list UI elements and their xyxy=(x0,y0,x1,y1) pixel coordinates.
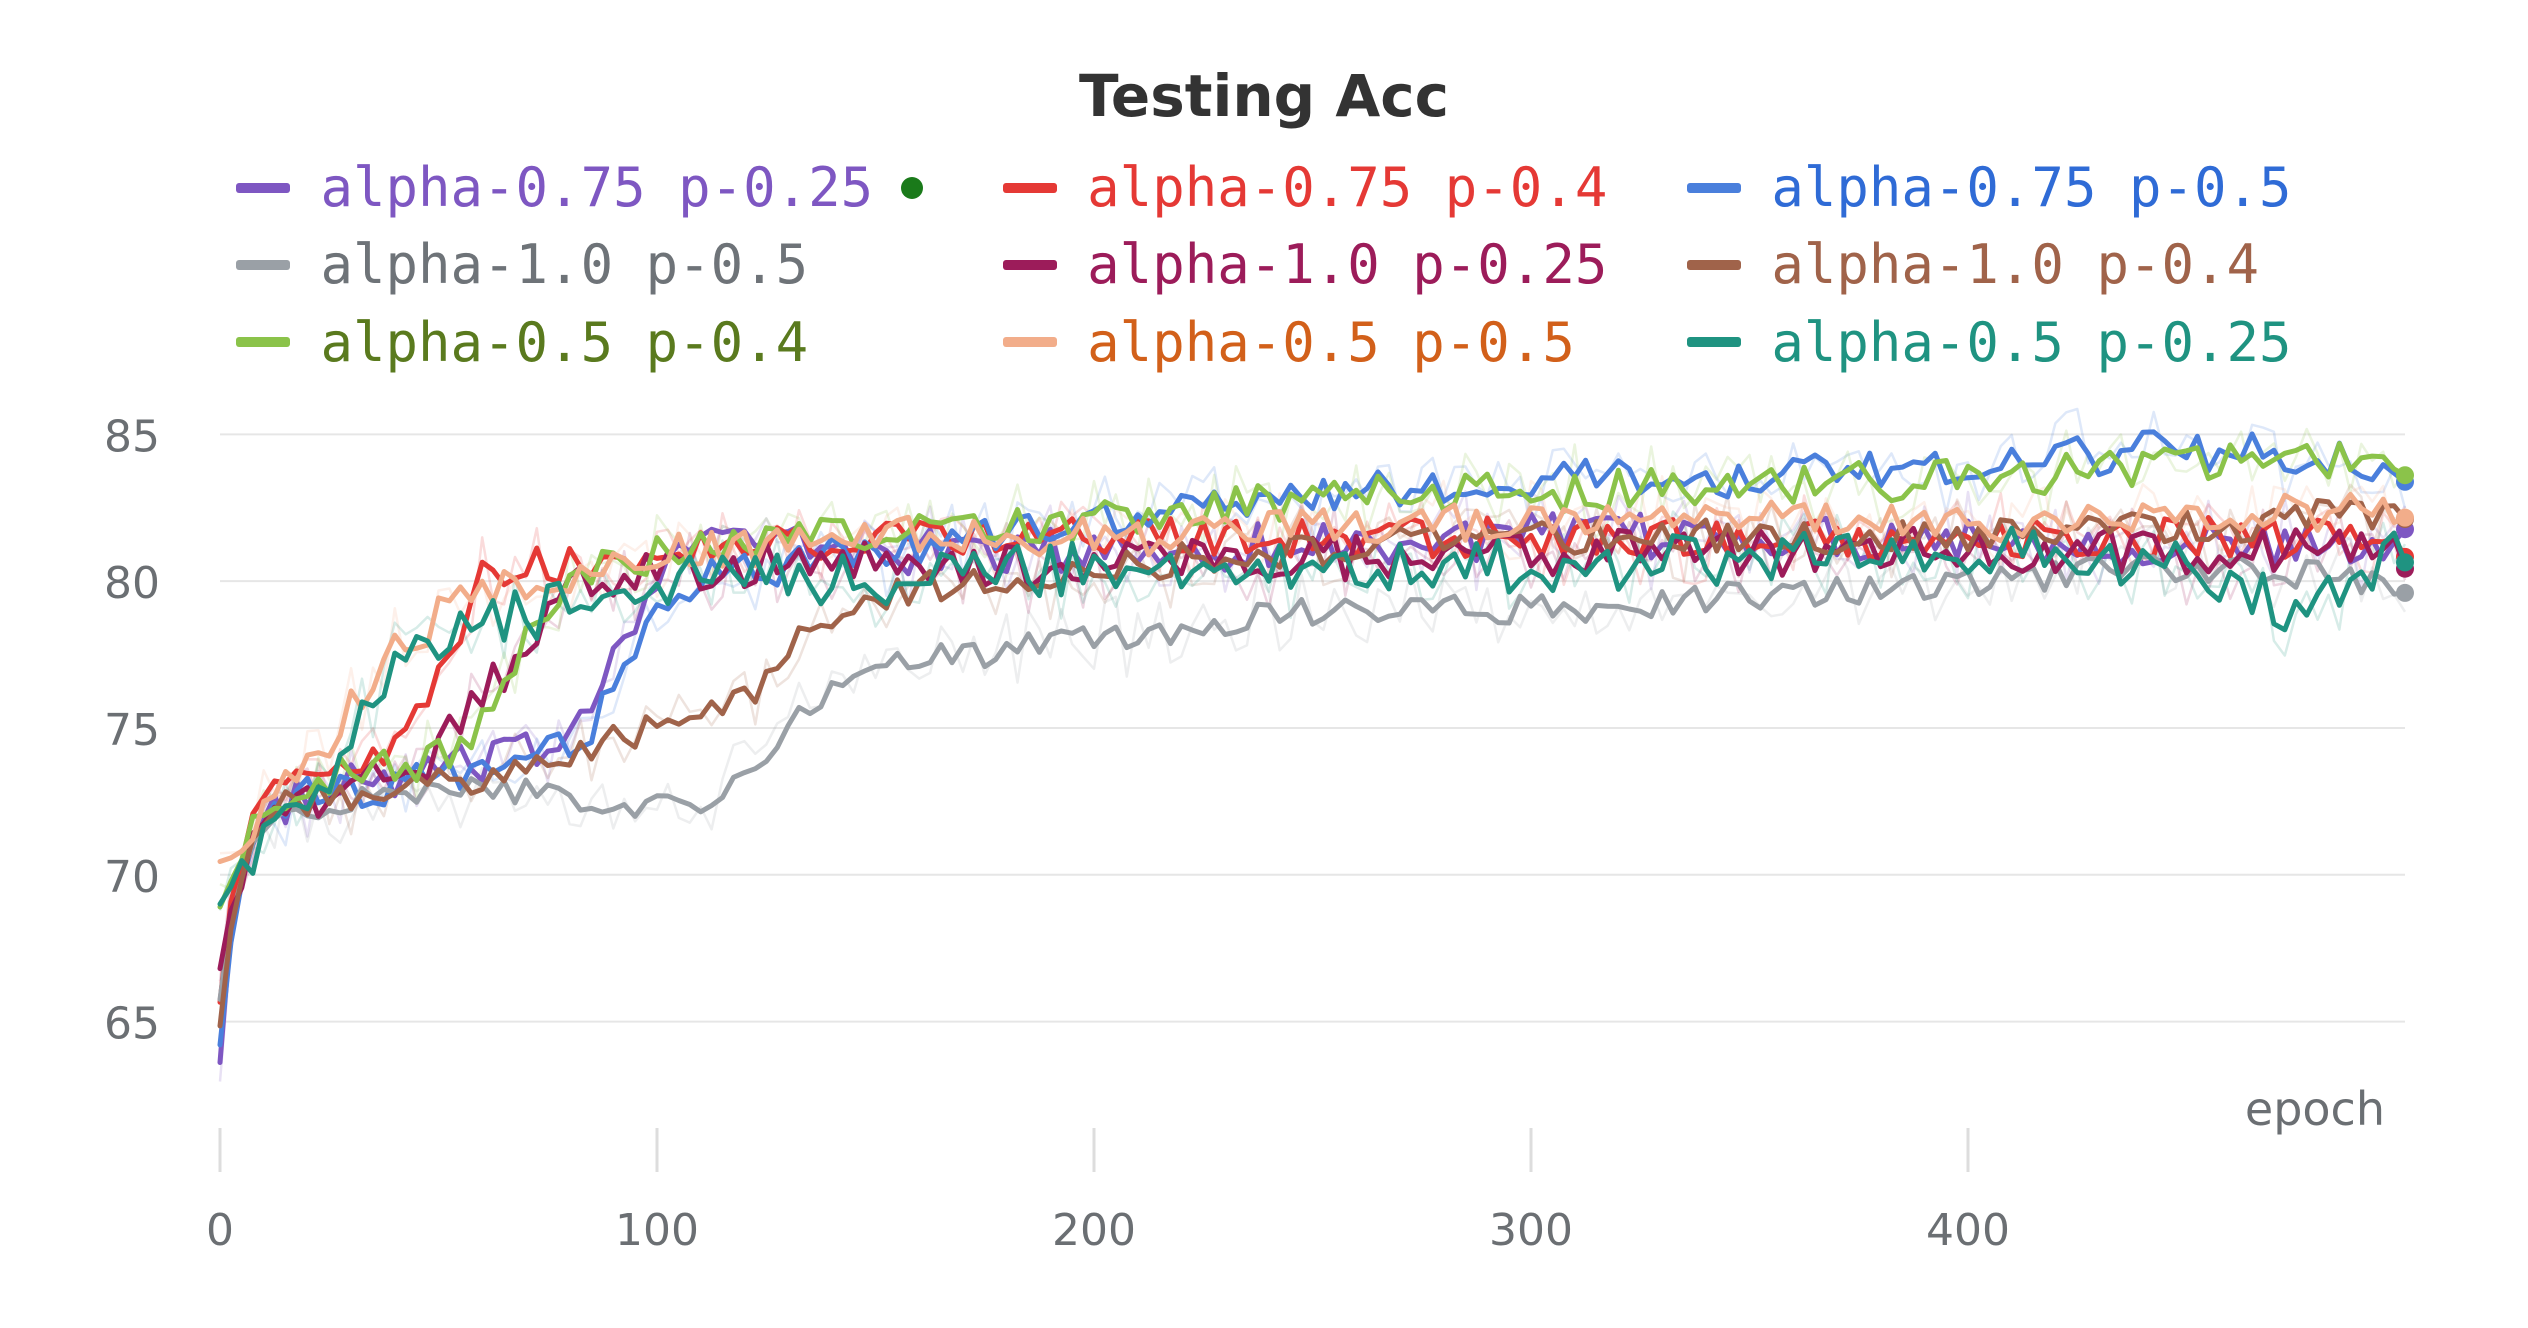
legend-item[interactable]: alpha-0.75 p-0.4 xyxy=(1003,151,1607,225)
series-end-point xyxy=(2396,583,2414,602)
legend-item[interactable]: alpha-1.0 p-0.25 xyxy=(1003,228,1607,302)
y-tick-label: 65 xyxy=(104,999,160,1050)
legend-swatch xyxy=(236,259,291,270)
legend-item[interactable]: alpha-0.75 p-0.25 xyxy=(236,151,924,225)
legend-swatch xyxy=(1687,259,1742,270)
x-tick-label: 200 xyxy=(1052,1205,1136,1256)
y-tick-label: 80 xyxy=(104,558,160,609)
legend-label: alpha-0.75 p-0.4 xyxy=(1087,156,1608,220)
x-tick-label: 0 xyxy=(206,1205,234,1256)
legend-item[interactable]: alpha-0.5 p-0.25 xyxy=(1687,305,2292,379)
series-end-point xyxy=(2396,508,2414,527)
series-line xyxy=(217,441,2408,910)
legend-item[interactable]: alpha-1.0 p-0.5 xyxy=(236,228,923,302)
legend-label: alpha-1.0 p-0.4 xyxy=(1771,233,2260,297)
legend-swatch xyxy=(236,337,291,348)
legend-swatch xyxy=(1687,337,1742,348)
legend-swatch xyxy=(1687,182,1742,193)
legend-item[interactable]: alpha-0.5 p-0.5 xyxy=(1003,305,1607,379)
legend-swatch xyxy=(1003,337,1058,348)
legend-label: alpha-1.0 p-0.25 xyxy=(1087,233,1608,297)
series-line xyxy=(217,525,2408,907)
legend-label: alpha-1.0 p-0.5 xyxy=(320,233,809,297)
x-tick-label: 300 xyxy=(1489,1205,1573,1256)
legend-label: alpha-0.75 p-0.25 xyxy=(320,156,874,220)
x-tick-label: 100 xyxy=(615,1205,699,1256)
legend-label: alpha-0.5 p-0.25 xyxy=(1771,310,2292,374)
legend-swatch xyxy=(1003,182,1058,193)
legend-label: alpha-0.5 p-0.5 xyxy=(1087,310,1575,374)
chart-legend: alpha-0.75 p-0.25 alpha-0.75 p-0.4 alpha-0… xyxy=(150,150,2378,380)
y-tick-label: 70 xyxy=(104,852,160,903)
legend-label: alpha-0.75 p-0.5 xyxy=(1771,156,2292,220)
series-line xyxy=(217,554,2408,1002)
legend-item[interactable]: alpha-1.0 p-0.4 xyxy=(1687,228,2291,302)
legend-swatch xyxy=(1003,259,1058,270)
y-tick-label: 85 xyxy=(104,411,160,462)
x-tick-label: 400 xyxy=(1926,1205,2010,1256)
chart-title: Testing Acc xyxy=(1079,62,1449,130)
series-line xyxy=(217,498,2408,1029)
legend-item[interactable]: alpha-0.5 p-0.4 xyxy=(236,305,923,379)
series-end-point xyxy=(2396,466,2414,485)
highlight-dot-icon xyxy=(901,176,924,199)
legend-label: alpha-0.5 p-0.4 xyxy=(320,310,809,374)
legend-item[interactable]: alpha-0.75 p-0.5 xyxy=(1687,151,2292,225)
series-line xyxy=(217,491,2408,864)
series-end-point xyxy=(2396,553,2414,572)
x-axis-label: epoch xyxy=(2245,1082,2385,1136)
y-tick-label: 75 xyxy=(104,705,160,756)
legend-swatch xyxy=(236,182,291,193)
series-raw-line xyxy=(219,427,2407,891)
